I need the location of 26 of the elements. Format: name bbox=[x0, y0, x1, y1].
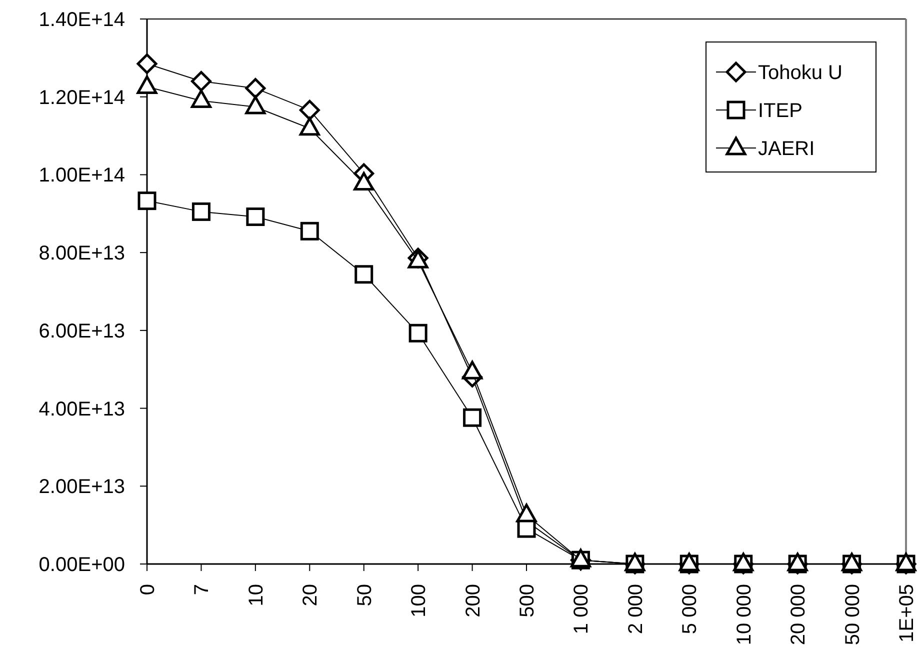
y-tick-label: 6.00E+13 bbox=[38, 320, 125, 342]
x-tick-label: 1E+05 bbox=[896, 584, 918, 642]
x-tick-label: 20 bbox=[300, 584, 322, 606]
x-tick-label: 7 bbox=[191, 584, 214, 596]
x-tick-label: 100 bbox=[408, 584, 430, 618]
y-tick-label: 8.00E+13 bbox=[38, 242, 125, 265]
y-tick-label: 4.00E+13 bbox=[38, 398, 125, 420]
x-tick-label: 50 000 bbox=[842, 584, 864, 646]
x-tick-label: 10 000 bbox=[733, 584, 756, 646]
x-tick-label: 500 bbox=[516, 584, 538, 618]
legend-label: Tohoku U bbox=[758, 62, 842, 84]
y-tick-label: 1.20E+14 bbox=[38, 86, 125, 109]
y-tick-label: 0.00E+00 bbox=[38, 554, 125, 576]
x-tick-label: 10 bbox=[245, 584, 268, 606]
x-tick-label: 0 bbox=[137, 584, 159, 596]
legend-label: ITEP bbox=[758, 100, 802, 122]
x-tick-label: 20 000 bbox=[788, 584, 810, 646]
x-tick-label: 2 000 bbox=[624, 584, 647, 634]
legend-label: JAERI bbox=[758, 138, 815, 160]
y-tick-label: 2.00E+13 bbox=[38, 476, 125, 498]
y-tick-label: 1.40E+14 bbox=[38, 9, 125, 31]
y-tick-label: 1.00E+14 bbox=[38, 164, 125, 187]
x-tick-label: 5 000 bbox=[679, 584, 702, 634]
x-tick-label: 1 000 bbox=[570, 584, 593, 634]
x-tick-label: 200 bbox=[462, 584, 484, 618]
x-tick-label: 50 bbox=[354, 584, 376, 606]
